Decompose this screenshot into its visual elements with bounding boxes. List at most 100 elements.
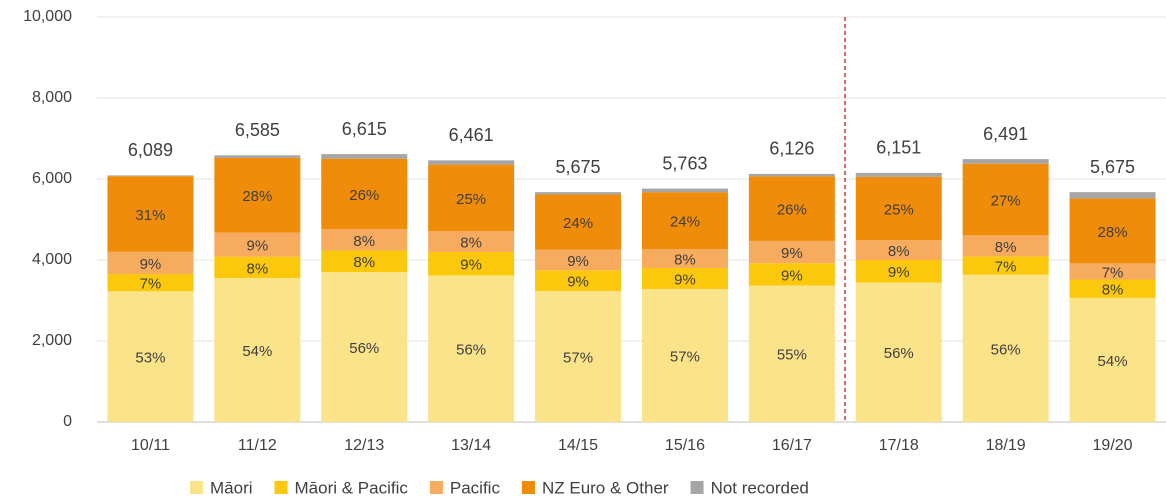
legend-label: Māori <box>210 478 253 497</box>
y-tick-label: 10,000 <box>23 8 72 25</box>
segment-label: 8% <box>247 260 269 277</box>
total-label: 6,585 <box>235 120 280 140</box>
bar-segment <box>214 155 301 158</box>
segment-label: 25% <box>456 191 486 208</box>
total-label: 6,151 <box>876 138 921 158</box>
bar-segment <box>321 229 408 251</box>
bar-segment <box>214 232 301 257</box>
bar-segment <box>214 256 301 278</box>
x-tick-label: 15/16 <box>665 437 705 454</box>
segment-label: 57% <box>670 348 700 365</box>
bar-segment <box>962 256 1049 275</box>
segment-label: 27% <box>991 193 1021 210</box>
bar-segment <box>641 267 728 289</box>
bar-segment <box>855 260 942 283</box>
segment-label: 8% <box>353 233 375 250</box>
segment-label: 56% <box>456 342 486 359</box>
bar-segment <box>1069 192 1156 199</box>
bar-segment <box>214 277 301 422</box>
segment-label: 9% <box>460 257 482 274</box>
bar-segment <box>962 274 1049 422</box>
bar-segment <box>748 240 835 264</box>
segment-label: 8% <box>674 252 696 269</box>
bar-segment <box>535 249 622 271</box>
segment-label: 8% <box>995 239 1017 256</box>
bar-segment <box>107 175 194 177</box>
legend-label: NZ Euro & Other <box>542 478 669 497</box>
segment-label: 8% <box>888 243 910 260</box>
segment-label: 56% <box>991 341 1021 358</box>
segment-label: 28% <box>242 188 272 205</box>
bar-segment <box>1069 263 1156 280</box>
segment-label: 54% <box>1098 353 1128 370</box>
segment-label: 28% <box>1098 224 1128 241</box>
total-label: 6,491 <box>983 124 1028 144</box>
segment-label: 24% <box>563 215 593 232</box>
bar-segment <box>107 176 194 252</box>
bar-segment <box>321 154 408 159</box>
segment-label: 53% <box>135 350 165 367</box>
segment-label: 24% <box>670 214 700 231</box>
segment-label: 9% <box>781 245 803 262</box>
bar-segment <box>107 291 194 422</box>
segment-label: 8% <box>1102 282 1124 299</box>
bar-segment <box>855 172 942 177</box>
x-tick-label: 10/11 <box>131 437 170 454</box>
bar-segment <box>748 173 835 177</box>
bar-segment <box>321 271 408 422</box>
bar-segment <box>428 164 515 232</box>
y-tick-label: 0 <box>63 413 72 430</box>
segment-label: 26% <box>777 202 807 219</box>
segment-label: 7% <box>995 259 1017 276</box>
segment-label: 26% <box>349 187 379 204</box>
bar-segment <box>535 194 622 250</box>
total-label: 5,763 <box>662 153 707 173</box>
legend-swatch <box>190 481 203 494</box>
segment-label: 31% <box>135 207 165 224</box>
bar-segment <box>962 159 1049 164</box>
segment-label: 9% <box>781 267 803 284</box>
bar-segment <box>748 176 835 241</box>
bar-segment <box>321 158 408 230</box>
segment-label: 7% <box>1102 264 1124 281</box>
legend-swatch <box>429 481 443 494</box>
bar-segment <box>107 251 194 275</box>
legend-label: Pacific <box>450 478 501 497</box>
x-tick-label: 19/20 <box>1093 437 1133 454</box>
bar-segment <box>428 251 515 276</box>
total-label: 5,675 <box>556 157 601 177</box>
total-label: 6,615 <box>342 119 387 139</box>
bar-segment <box>428 160 515 165</box>
bar-segment <box>535 192 622 195</box>
segment-label: 56% <box>349 340 379 357</box>
bar-segment <box>855 240 942 261</box>
bar-segment <box>962 163 1049 236</box>
legend-swatch <box>274 481 288 494</box>
bar-segment <box>428 275 515 422</box>
y-tick-label: 4,000 <box>32 251 72 268</box>
bar-segment <box>641 192 728 250</box>
segment-label: 57% <box>563 349 593 366</box>
segment-label: 9% <box>247 238 269 255</box>
total-label: 6,126 <box>769 139 814 159</box>
bar-segment <box>535 290 622 422</box>
segment-label: 9% <box>674 271 696 288</box>
bar-segment <box>428 231 515 252</box>
bar-segment <box>962 235 1049 257</box>
y-tick-label: 8,000 <box>32 89 72 106</box>
segment-label: 25% <box>884 201 914 218</box>
legend-swatch <box>690 481 704 494</box>
bar-segment <box>1069 297 1156 422</box>
bar-segment <box>641 288 728 422</box>
segment-label: 9% <box>140 256 162 273</box>
y-tick-label: 6,000 <box>32 170 72 187</box>
segment-label: 9% <box>567 274 589 291</box>
segment-label: 8% <box>460 234 482 251</box>
legend-label: Māori & Pacific <box>295 478 409 497</box>
legend-swatch <box>521 481 535 494</box>
segment-label: 7% <box>140 276 162 293</box>
bar-segment <box>1069 198 1156 264</box>
x-tick-label: 11/12 <box>238 437 277 454</box>
bar-segment <box>535 270 622 291</box>
